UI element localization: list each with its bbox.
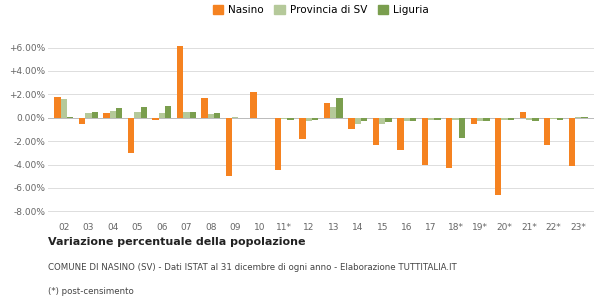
Bar [190, 112, 196, 118]
Bar [520, 112, 526, 118]
Bar [575, 117, 581, 118]
Bar [526, 118, 532, 120]
Text: Variazione percentuale della popolazione: Variazione percentuale della popolazione [48, 237, 305, 247]
Bar [116, 108, 122, 118]
Text: COMUNE DI NASINO (SV) - Dati ISTAT al 31 dicembre di ogni anno - Elaborazione TU: COMUNE DI NASINO (SV) - Dati ISTAT al 31… [48, 263, 457, 272]
Bar [177, 46, 183, 118]
Bar [361, 118, 367, 121]
Bar [140, 107, 147, 118]
Bar [404, 118, 410, 121]
Text: (*) post-censimento: (*) post-censimento [48, 287, 134, 296]
Bar [152, 118, 158, 120]
Bar [232, 117, 238, 118]
Bar [67, 117, 73, 118]
Bar [397, 118, 404, 151]
Bar [165, 106, 172, 118]
Bar [569, 118, 575, 166]
Bar [470, 118, 477, 124]
Bar [61, 99, 67, 118]
Bar [214, 113, 220, 118]
Bar [484, 118, 490, 121]
Bar [85, 113, 92, 118]
Legend: Nasino, Provincia di SV, Liguria: Nasino, Provincia di SV, Liguria [209, 1, 433, 19]
Bar [299, 118, 305, 139]
Bar [379, 118, 385, 124]
Bar [348, 118, 355, 129]
Bar [373, 118, 379, 145]
Bar [110, 111, 116, 118]
Bar [459, 118, 465, 138]
Bar [581, 117, 587, 118]
Bar [312, 118, 319, 120]
Bar [355, 118, 361, 124]
Bar [305, 118, 312, 121]
Bar [544, 118, 550, 145]
Bar [508, 118, 514, 120]
Bar [410, 118, 416, 121]
Bar [385, 118, 392, 122]
Bar [557, 118, 563, 120]
Bar [495, 118, 502, 195]
Bar [79, 118, 85, 124]
Bar [250, 92, 257, 118]
Bar [550, 118, 557, 119]
Bar [226, 118, 232, 176]
Bar [428, 118, 434, 120]
Bar [275, 118, 281, 170]
Bar [103, 113, 110, 118]
Bar [323, 103, 330, 118]
Bar [287, 118, 294, 120]
Bar [208, 114, 214, 118]
Bar [281, 118, 287, 119]
Bar [158, 113, 165, 118]
Bar [502, 118, 508, 120]
Bar [55, 97, 61, 118]
Bar [434, 118, 441, 120]
Bar [92, 112, 98, 118]
Bar [201, 98, 208, 118]
Bar [477, 118, 484, 121]
Bar [337, 98, 343, 118]
Bar [134, 112, 140, 118]
Bar [532, 118, 539, 121]
Bar [446, 118, 452, 168]
Bar [330, 107, 337, 118]
Bar [422, 118, 428, 164]
Bar [128, 118, 134, 153]
Bar [183, 112, 190, 118]
Bar [452, 118, 459, 120]
